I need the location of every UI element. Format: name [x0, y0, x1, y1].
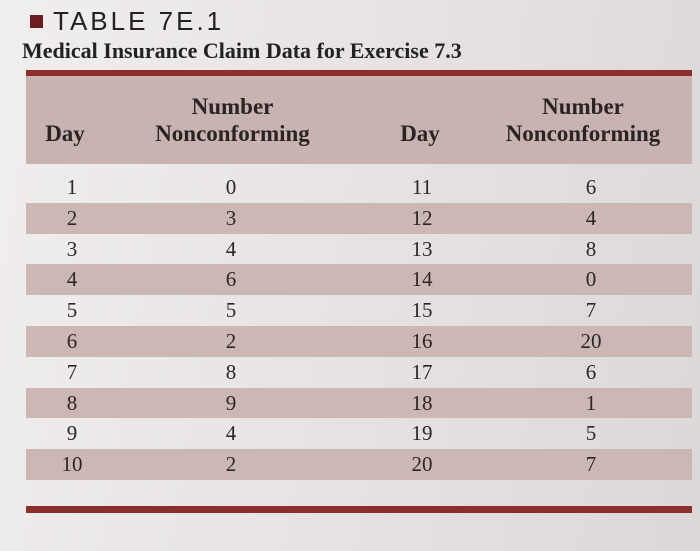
header-nonconforming-right: Number Nonconforming: [488, 93, 678, 147]
table-caption: Medical Insurance Claim Data for Exercis…: [22, 38, 462, 63]
table-row: 1 0 11 6: [26, 172, 692, 203]
cell-day-right: 14: [411, 267, 433, 292]
table-row: 5 5 15 7: [26, 295, 692, 326]
cell-nonconforming-right: 6: [585, 175, 597, 199]
cell-nonconforming-right: 0: [585, 267, 597, 292]
cell-nonconforming-right: 7: [585, 298, 597, 323]
bottom-rule: [26, 506, 692, 513]
cell-nonconforming-left: 4: [225, 421, 237, 446]
cell-nonconforming-right: 6: [585, 359, 597, 384]
cell-day-left: 2: [66, 205, 78, 230]
cell-nonconforming-left: 9: [225, 390, 237, 415]
cell-day-right: 11: [411, 175, 433, 199]
table-row: 3 4 13 8: [26, 234, 692, 265]
cell-day-left: 8: [66, 390, 78, 415]
table-label-row: TABLE 7E.1: [30, 4, 224, 38]
square-bullet-icon: [30, 14, 43, 28]
cell-nonconforming-right: 1: [585, 390, 597, 415]
cell-nonconforming-right: 7: [585, 452, 597, 477]
cell-day-right: 20: [411, 452, 433, 477]
cell-day-left: 9: [66, 421, 78, 446]
cell-day-right: 13: [411, 236, 433, 261]
header-nonconforming-right-line2: Nonconforming: [505, 121, 661, 146]
cell-day-right: 18: [411, 390, 433, 415]
cell-day-left: 3: [66, 236, 78, 261]
table-row: 10 2 20 7: [26, 449, 692, 480]
table-body: 1 0 11 6 2 3 12 4 3 4 13 8 4 6 14 0 5 5 …: [26, 172, 692, 480]
cell-day-right: 17: [411, 359, 433, 384]
cell-day-right: 16: [411, 328, 433, 353]
cell-day-right: 12: [411, 205, 433, 230]
table-row: 2 3 12 4: [26, 202, 692, 234]
header-nonconforming-left-line2: Nonconforming: [155, 121, 310, 146]
cell-day-left: 6: [66, 328, 78, 353]
cell-nonconforming-left: 6: [225, 267, 237, 292]
header-nonconforming-left: Number Nonconforming: [140, 93, 325, 147]
table-label: TABLE 7E.1: [53, 5, 225, 36]
cell-nonconforming-left: 8: [225, 359, 237, 384]
table-row: 8 9 18 1: [26, 387, 692, 419]
cell-day-left: 1: [66, 175, 78, 199]
cell-nonconforming-left: 5: [225, 298, 237, 323]
header-band: [26, 76, 692, 164]
table-row: 9 4 19 5: [26, 418, 692, 449]
cell-nonconforming-left: 2: [225, 452, 237, 477]
cell-nonconforming-right: 20: [580, 328, 602, 353]
table-row: 7 8 17 6: [26, 357, 692, 388]
cell-nonconforming-right: 4: [585, 205, 597, 230]
cell-nonconforming-right: 8: [585, 236, 597, 261]
header-day-left: Day: [45, 121, 85, 146]
table-row: 4 6 14 0: [26, 264, 692, 296]
cell-day-right: 15: [411, 298, 433, 323]
header-day-right: Day: [400, 121, 440, 146]
header-nonconforming-left-line1: Number: [191, 94, 274, 119]
table-row: 6 2 16 20: [26, 325, 692, 357]
cell-day-left: 4: [66, 267, 78, 292]
cell-day-left: 10: [61, 452, 83, 477]
top-rule: [26, 70, 692, 76]
cell-nonconforming-right: 5: [585, 421, 597, 446]
header-nonconforming-right-line1: Number: [542, 94, 624, 119]
cell-day-right: 19: [411, 421, 433, 446]
cell-day-left: 5: [66, 298, 78, 323]
cell-nonconforming-left: 2: [225, 328, 237, 353]
cell-day-left: 7: [66, 359, 78, 384]
cell-nonconforming-left: 4: [225, 236, 237, 261]
cell-nonconforming-left: 0: [225, 175, 237, 199]
cell-nonconforming-left: 3: [225, 205, 237, 230]
